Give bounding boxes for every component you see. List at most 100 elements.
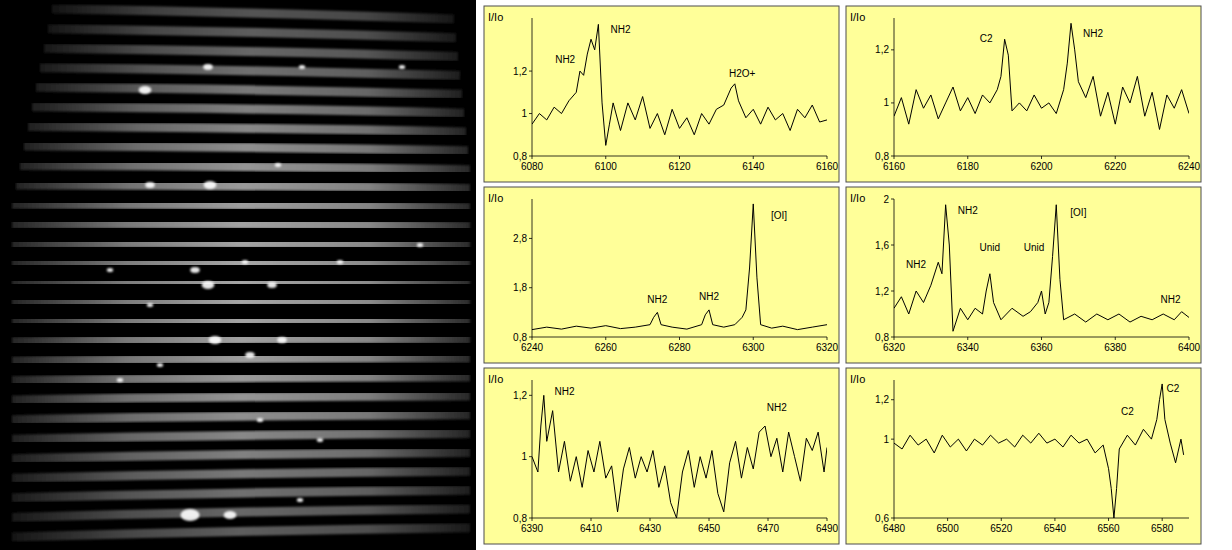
x-tick-label: 6240 [521,342,544,353]
x-tick-label: 6260 [595,342,618,353]
x-tick-label: 6380 [1104,342,1127,353]
x-tick [1001,518,1002,521]
y-tick [891,337,894,338]
panel-background [846,368,1201,544]
spectrum-order [24,146,468,151]
emission-spot [299,65,305,69]
annotation-patch [766,402,788,413]
spectrum-line [532,24,827,145]
annotation-patch [698,291,720,302]
annotation: NH2 [609,24,631,35]
spectrum-order [12,263,470,264]
spectrum-panel: 632063406360638064000,81,21,62I/IoNH2NH2… [846,187,1201,363]
y-tick-label: 1 [883,97,889,108]
panel-background [484,6,839,182]
y-tick-label: 1,2 [513,66,527,77]
x-tick-label: 6500 [937,523,960,534]
annotation: C2 [1120,406,1135,417]
emission-spot [209,336,222,344]
panel-background [846,187,1201,363]
x-tick [894,337,895,340]
y-tick [529,395,532,396]
y-tick [891,102,894,103]
x-tick-label: 6280 [668,342,691,353]
annotation-label: H2O+ [729,68,756,79]
y-tick [529,113,532,114]
emission-spot [117,378,123,382]
x-tick [1189,337,1190,340]
y-tick-label: 1 [521,451,527,462]
x-tick [709,518,710,521]
spectrum-order [28,126,466,132]
panel-background [484,187,839,363]
plot-area [894,384,1184,518]
y-tick [529,337,532,338]
x-tick-label: 6400 [1178,342,1201,353]
annotation: NH2 [957,205,979,216]
y-tick-label: 0,8 [513,151,527,162]
annotation: NH2 [1082,28,1104,39]
annotation-patch [609,24,631,35]
emission-spot [157,363,163,367]
y-tick-label: 1,2 [875,44,889,55]
y-tick-label: 1,2 [875,394,889,405]
y-tick [891,245,894,246]
panel-background [846,6,1201,182]
y-tick [529,518,532,519]
annotation: NH2 [698,291,720,302]
y-axis-title: I/Io [488,373,503,385]
spectrum-line [894,23,1189,129]
x-tick-label: 6580 [1151,523,1174,534]
annotation: Unid [979,242,1002,253]
annotation-label: NH2 [555,54,575,65]
emission-spot [180,509,199,521]
y-tick-label: 2 [883,194,889,205]
emission-spot [145,182,155,188]
x-tick-label: 6140 [742,161,765,172]
x-tick-label: 6200 [1030,161,1053,172]
x-tick-label: 6480 [883,523,906,534]
spectrum-line [532,204,827,330]
x-tick-label: 6080 [521,161,544,172]
spectrum-order [12,452,470,458]
emission-spot [297,498,303,502]
emission-spot [242,260,248,264]
x-tick [1041,156,1042,159]
annotation-label: C2 [1121,406,1134,417]
spectrum-order [12,243,470,245]
y-axis-line [532,18,533,156]
x-tick [532,156,533,159]
x-tick [967,156,968,159]
plot-area [532,204,827,330]
x-tick-label: 6490 [816,523,839,534]
emission-spot [337,260,343,264]
emission-spot [190,267,200,273]
spectrum-photo [0,0,476,550]
spectrum-order [12,415,470,420]
annotation-patch [957,205,979,216]
y-axis-title: I/Io [488,11,503,23]
x-tick-label: 6100 [595,161,618,172]
emission-spot [417,243,423,247]
emission-spot [203,64,213,70]
x-tick-label: 6320 [816,342,839,353]
y-tick [529,71,532,72]
annotation-label: NH2 [647,294,667,305]
x-tick [768,518,769,521]
annotation: H2O+ [728,68,757,79]
spectrum-order [36,87,462,94]
spectrum-order [12,224,470,226]
annotation-patch [1160,294,1182,305]
annotation: Unid [1023,242,1046,253]
y-axis-title: I/Io [850,11,865,23]
annotation-patch [1023,242,1046,253]
emission-spot [275,163,281,167]
x-tick-label: 6220 [1104,161,1127,172]
spectrum-order [12,434,470,440]
annotation-label: NH2 [610,24,630,35]
annotation: NH2 [766,402,788,413]
annotation-label: NH2 [767,402,787,413]
emission-spot [204,181,217,189]
plot-area [532,395,827,518]
annotation-label: NH2 [1161,294,1181,305]
